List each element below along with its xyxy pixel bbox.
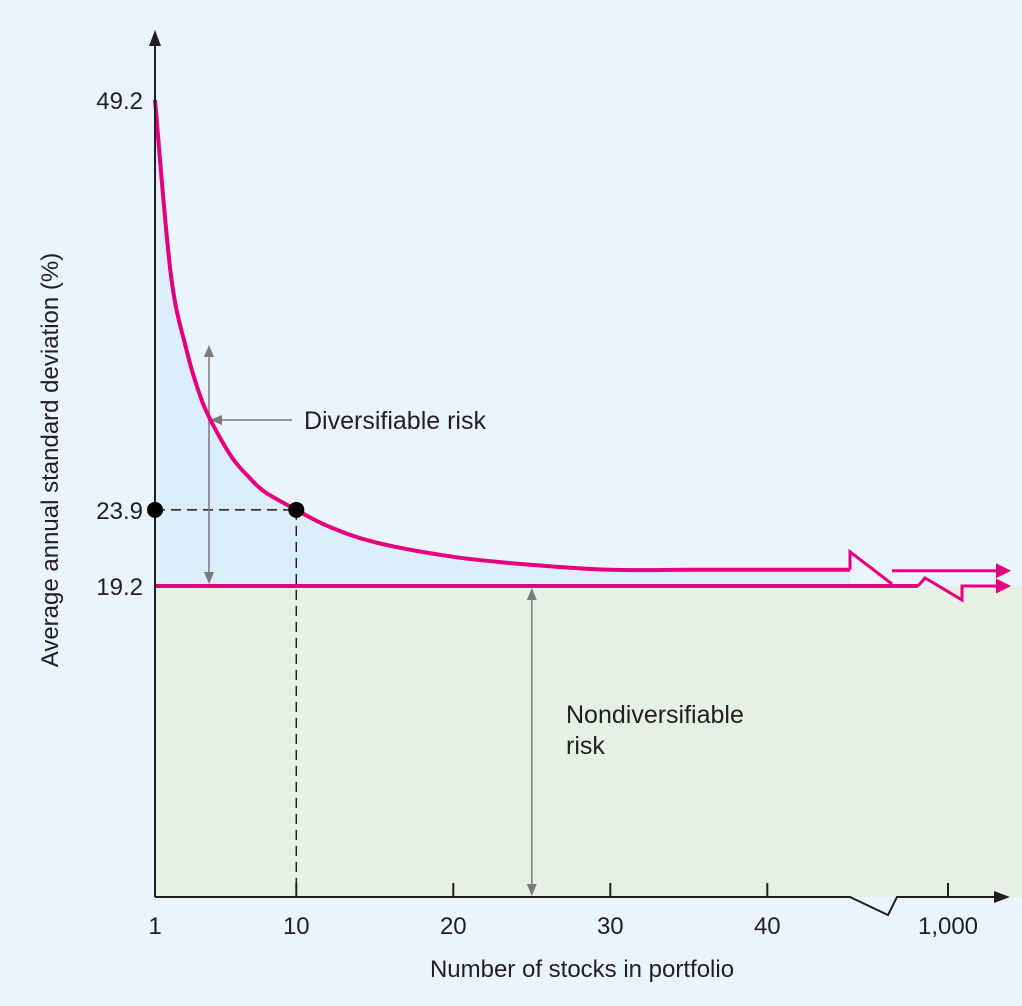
highlight-point-10-stocks	[288, 501, 305, 518]
nondiversifiable-risk-label-line2: risk	[566, 732, 605, 760]
nondiversifiable-line-break	[916, 576, 1011, 603]
x-tick-label: 20	[440, 913, 467, 940]
x-axis-title: Number of stocks in portfolio	[430, 956, 734, 983]
highlight-point-y-axis	[147, 501, 163, 518]
x-tick-label: 1,000	[918, 913, 978, 940]
nondiversifiable-arrowhead-bottom	[526, 884, 537, 896]
nondiversifiable-risk-label-line1: Nondiversifiable	[566, 701, 744, 729]
x-tick-label: 1	[148, 913, 161, 940]
diversifiable-arrowhead-bottom	[204, 571, 214, 584]
total-risk-curve-break	[848, 548, 1008, 586]
y-tick-label: 49.2	[96, 88, 143, 115]
y-tick-label: 19.2	[96, 574, 143, 601]
total-risk-curve	[153, 99, 850, 573]
diversifiable-pointer-arrowhead	[210, 415, 222, 425]
diversifiable-risk-area	[155, 100, 850, 586]
y-axis-title: Average annual standard deviation (%)	[37, 253, 64, 668]
diversifiable-arrowhead-top	[204, 345, 214, 357]
x-axis-line	[155, 896, 995, 917]
x-tick-label: 40	[754, 913, 781, 940]
y-axis-arrowhead	[149, 30, 161, 46]
nondiversifiable-arrowhead-top	[526, 587, 537, 600]
x-axis-arrowhead	[994, 891, 1010, 903]
nondiversifiable-risk-area	[155, 585, 1022, 897]
x-tick-label: 30	[597, 913, 624, 940]
diversifiable-risk-label: Diversifiable risk	[304, 407, 486, 435]
x-tick-label: 10	[283, 913, 310, 940]
x-axis-ticks	[295, 883, 949, 897]
y-tick-label: 23.9	[96, 498, 143, 525]
